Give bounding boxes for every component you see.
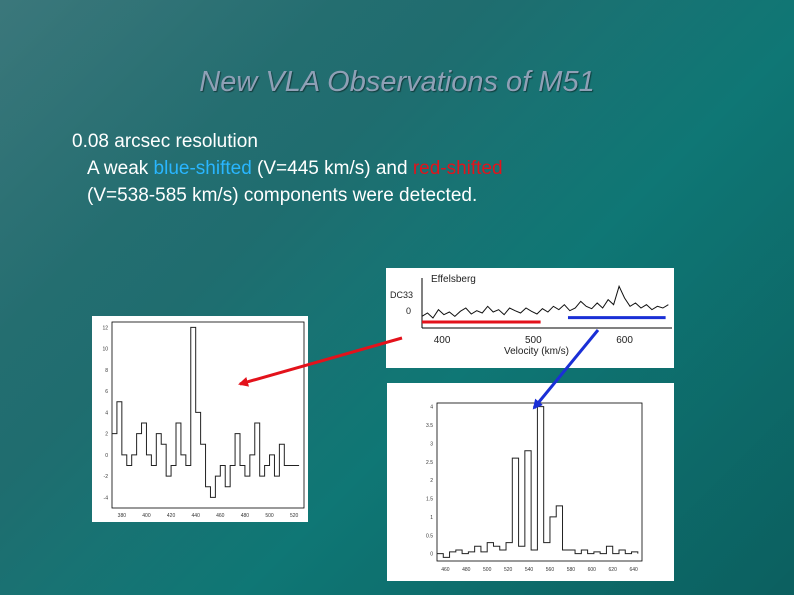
y-tick-label: 1	[430, 515, 433, 521]
y-tick-label: 8	[105, 368, 108, 374]
x-tick-label: 540	[525, 567, 534, 573]
effelsberg-axes	[421, 278, 672, 329]
y-tick-label: 4	[105, 410, 108, 416]
vla-blue-axes	[111, 321, 305, 509]
x-tick-label: 580	[567, 567, 576, 573]
vla-red-spectrum-line	[437, 406, 639, 558]
x-tick-label: 380	[118, 513, 127, 519]
x-tick-label: 500	[265, 513, 274, 519]
bullet-components-line2: (V=538-585 km/s) components were detecte…	[87, 185, 478, 206]
vla-blue-ticks: 380 400 420 440 460 480 500 520 -4 -2 0 2 4 6 8 10 12	[102, 325, 298, 519]
x-tick-label: 600	[588, 567, 597, 573]
y-tick-label: 1.5	[426, 497, 433, 503]
text-velocity-and: (V=445 km/s) and	[251, 158, 413, 179]
x-tick-label: 560	[546, 567, 555, 573]
plot-frame	[436, 402, 643, 562]
bullet-list: 0.08 arcsec resolution A weak blue-shift…	[72, 128, 503, 209]
text-a-weak: A weak	[87, 158, 154, 179]
plot-frame	[111, 321, 305, 509]
y-tick-label: 12	[102, 325, 108, 331]
vla-red-spectrum-chart: 460 480 500 520 540 560 580 600 620 640 0 0.5 1 1.5 2 2…	[426, 402, 643, 573]
blue-shifted-text: blue-shifted	[153, 158, 252, 179]
axis-label-area	[386, 268, 422, 368]
effelsberg-spectrum-line	[421, 284, 669, 319]
x-tick-label: 400	[434, 335, 451, 346]
vla-red-spectrum-panel: 460 480 500 520 540 560 580 600 620 640 0 0.5 1 1.5 2 2…	[387, 383, 674, 581]
x-tick-label: 620	[609, 567, 618, 573]
y-tick-label: 0	[105, 453, 108, 459]
effelsberg-spectrum-panel: Effelsberg DC33 0 400 500 600 Velocity (km…	[386, 268, 674, 368]
slide-title: New VLA Observations of M51	[199, 66, 595, 98]
x-tick-label: 460	[216, 513, 225, 519]
effelsberg-x-ticks: 400 500 600	[434, 335, 634, 346]
x-tick-label: 520	[504, 567, 513, 573]
y-tick-label: 2	[105, 432, 108, 438]
y-tick-label: 10	[102, 347, 108, 353]
x-tick-label: 460	[441, 567, 450, 573]
vla-red-series	[437, 406, 639, 558]
y-tick-label: 3.5	[426, 423, 433, 429]
x-tick-label: 640	[629, 567, 638, 573]
y-tick-label: 0	[430, 552, 433, 558]
bullet-resolution: 0.08 arcsec resolution	[72, 131, 258, 152]
x-tick-label: 500	[525, 335, 542, 346]
y-tick-label: 2.5	[426, 460, 433, 466]
x-tick-label: 500	[483, 567, 492, 573]
vla-red-axes	[436, 402, 643, 562]
y-tick-label: 0.5	[426, 533, 433, 539]
y-tick-label-dc33: DC33	[390, 290, 413, 300]
bullet-components-line1: A weak blue-shifted (V=445 km/s) and red…	[72, 155, 503, 182]
y-tick-label: 6	[105, 389, 108, 395]
vla-blue-spectrum-panel: 380 400 420 440 460 480 500 520 -4 -2 0 2 4 6 8 10 12	[92, 316, 308, 522]
y-tick-label: -4	[104, 495, 109, 501]
x-tick-label: 520	[290, 513, 299, 519]
vla-red-ticks: 460 480 500 520 540 560 580 600 620 640 0 0.5 1 1.5 2 2…	[426, 405, 638, 573]
red-shifted-text: red-shifted	[412, 158, 503, 179]
effelsberg-series	[421, 284, 669, 324]
x-tick-label: 440	[192, 513, 201, 519]
y-tick-label: -2	[104, 474, 109, 480]
x-tick-label: 600	[616, 335, 633, 346]
vla-blue-series	[112, 326, 300, 498]
x-axis-label-velocity: Velocity (km/s)	[504, 346, 569, 357]
y-tick-label: 4	[430, 405, 433, 411]
vla-blue-spectrum-line	[112, 326, 300, 498]
y-tick-label: 3	[430, 441, 433, 447]
chart-label-effelsberg: Effelsberg	[431, 274, 476, 285]
x-tick-label: 480	[462, 567, 471, 573]
x-tick-label: 420	[167, 513, 176, 519]
y-tick-label: 2	[430, 478, 433, 484]
effelsberg-spectrum-chart: Effelsberg DC33 0 400 500 600 Velocity (km…	[386, 268, 672, 368]
x-tick-label: 400	[142, 513, 151, 519]
y-tick-label-zero: 0	[406, 306, 411, 316]
x-tick-label: 480	[241, 513, 250, 519]
vla-blue-spectrum-chart: 380 400 420 440 460 480 500 520 -4 -2 0 2 4 6 8 10 12	[102, 321, 305, 519]
